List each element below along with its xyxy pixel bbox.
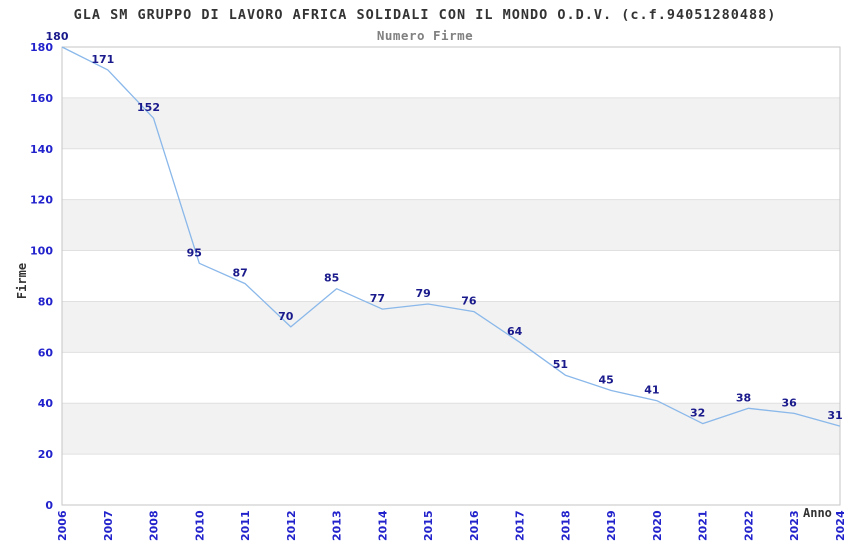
x-tick-label: 2020 [651,510,664,541]
y-tick-label: 0 [45,499,53,512]
x-tick-label: 2019 [605,510,618,541]
data-label: 85 [324,272,339,285]
y-tick-label: 80 [38,295,54,308]
x-tick-label: 2014 [376,510,389,541]
y-tick-label: 180 [30,41,53,54]
data-label: 36 [782,396,798,409]
data-label: 31 [827,409,842,422]
data-label: 77 [370,292,385,305]
y-tick-label: 120 [30,194,53,207]
x-tick-label: 2015 [422,510,435,541]
x-tick-label: 2016 [468,510,481,541]
plot-band [62,301,840,353]
chart-subtitle: Numero Firme [376,28,474,43]
y-tick-label: 60 [38,346,54,359]
data-label: 171 [91,53,114,66]
x-tick-label: 2010 [193,510,206,541]
x-tick-label: 2023 [788,510,801,541]
data-label: 76 [461,295,477,308]
y-axis-title: Firme [15,262,29,300]
data-label: 79 [415,287,430,300]
data-label: 152 [137,101,160,114]
data-label: 87 [232,267,247,280]
y-tick-label: 40 [38,397,54,410]
x-tick-label: 2011 [239,510,252,541]
data-label: 70 [278,310,294,323]
data-label: 38 [736,391,751,404]
y-tick-label: 140 [30,143,53,156]
x-tick-label: 2021 [697,510,710,541]
y-tick-label: 20 [38,448,54,461]
plot-band [62,97,840,149]
data-label: 51 [553,358,568,371]
x-tick-label: 2024 [834,510,847,541]
data-label: 45 [599,374,614,387]
x-tick-label: 2018 [559,510,572,541]
data-label: 64 [507,325,523,338]
data-label: 95 [187,246,202,259]
x-tick-label: 2006 [56,510,69,541]
x-tick-label: 2008 [148,510,161,541]
x-tick-label: 2017 [514,510,527,541]
x-tick-label: 2012 [285,510,298,541]
data-label: 32 [690,407,705,420]
x-tick-label: 2007 [102,510,115,541]
plot-band [62,403,840,455]
x-tick-label: 2013 [331,510,344,541]
y-tick-label: 100 [30,245,53,258]
x-tick-label: 2022 [743,510,756,541]
plot-frame [61,46,841,506]
data-line [61,46,841,427]
x-axis-title: Anno [803,506,832,520]
y-tick-label: 160 [30,92,53,105]
data-label: 180 [46,30,69,43]
data-label: 41 [644,384,659,397]
plot-band [62,199,840,251]
chart-title: GLA SM GRUPPO DI LAVORO AFRICA SOLIDALI … [73,7,777,23]
